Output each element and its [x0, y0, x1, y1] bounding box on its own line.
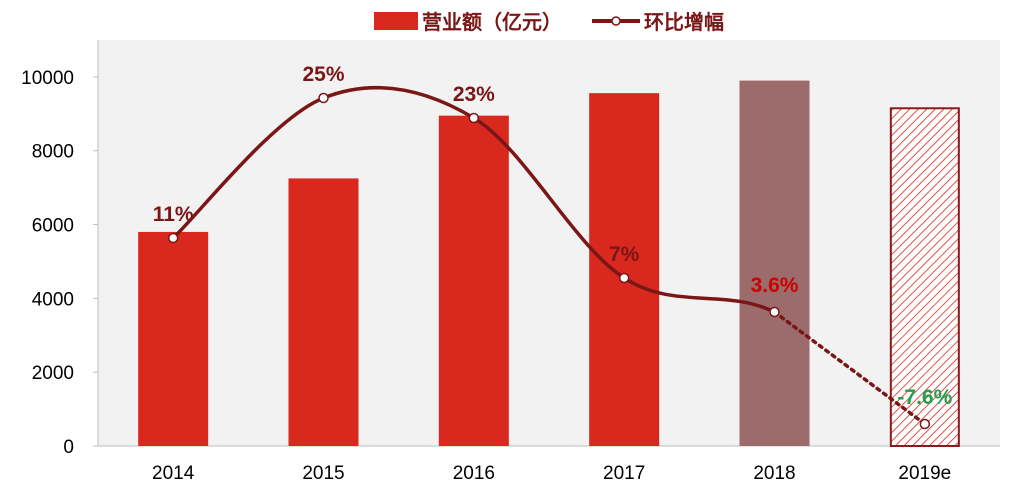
line-point — [468, 112, 480, 124]
legend-line-marker — [611, 16, 621, 26]
x-tick-label: 2019e — [898, 463, 951, 484]
legend-line-label: 环比增幅 — [644, 10, 724, 34]
line-point — [318, 92, 329, 104]
y-axis: 0 2000 4000 6000 8000 10000 — [21, 40, 99, 458]
growth-line — [171, 85, 776, 314]
growth-data-label: 25% — [302, 63, 344, 86]
growth-data-label: 11% — [153, 203, 194, 226]
y-tick-label: 6000 — [32, 216, 74, 237]
x-tick-label: 2015 — [302, 463, 344, 484]
bar — [138, 231, 209, 446]
bar-series — [138, 80, 960, 447]
forecast-line-segment — [772, 310, 927, 426]
legend: 营业额（亿元） 环比增幅 — [374, 10, 724, 34]
growth-data-label: 3.6% — [751, 274, 799, 297]
x-axis: 2014 2015 2016 2017 2018 2019e — [98, 445, 1000, 484]
y-tick-label: 0 — [63, 437, 74, 458]
bar — [438, 115, 509, 446]
x-tick-label: 2018 — [753, 463, 795, 484]
y-tick-label: 4000 — [32, 289, 74, 310]
x-tick-label: 2016 — [453, 463, 495, 484]
line-point-labels: 11% 25% 23% 7% 3.6% -7.6% — [153, 63, 953, 409]
y-tick-label: 2000 — [32, 363, 74, 384]
line-point — [769, 306, 780, 318]
bar — [288, 178, 359, 446]
bar — [889, 107, 960, 447]
legend-bar-label: 营业额（亿元） — [422, 10, 562, 34]
line-point — [167, 232, 179, 244]
legend-bar-swatch — [374, 12, 418, 30]
plot-background — [98, 40, 1000, 446]
growth-data-label: 7% — [609, 243, 640, 266]
bar — [589, 93, 660, 446]
y-tick-label: 8000 — [32, 142, 74, 163]
line-point — [919, 418, 931, 430]
growth-data-label: -7.6% — [897, 386, 952, 409]
y-tick-label: 10000 — [21, 68, 74, 89]
x-tick-label: 2014 — [152, 463, 195, 484]
bar — [739, 80, 810, 446]
growth-data-label: 23% — [453, 83, 495, 106]
line-series — [171, 85, 927, 426]
x-tick-label: 2017 — [603, 463, 645, 484]
line-point — [618, 272, 630, 284]
line-points — [167, 92, 931, 430]
